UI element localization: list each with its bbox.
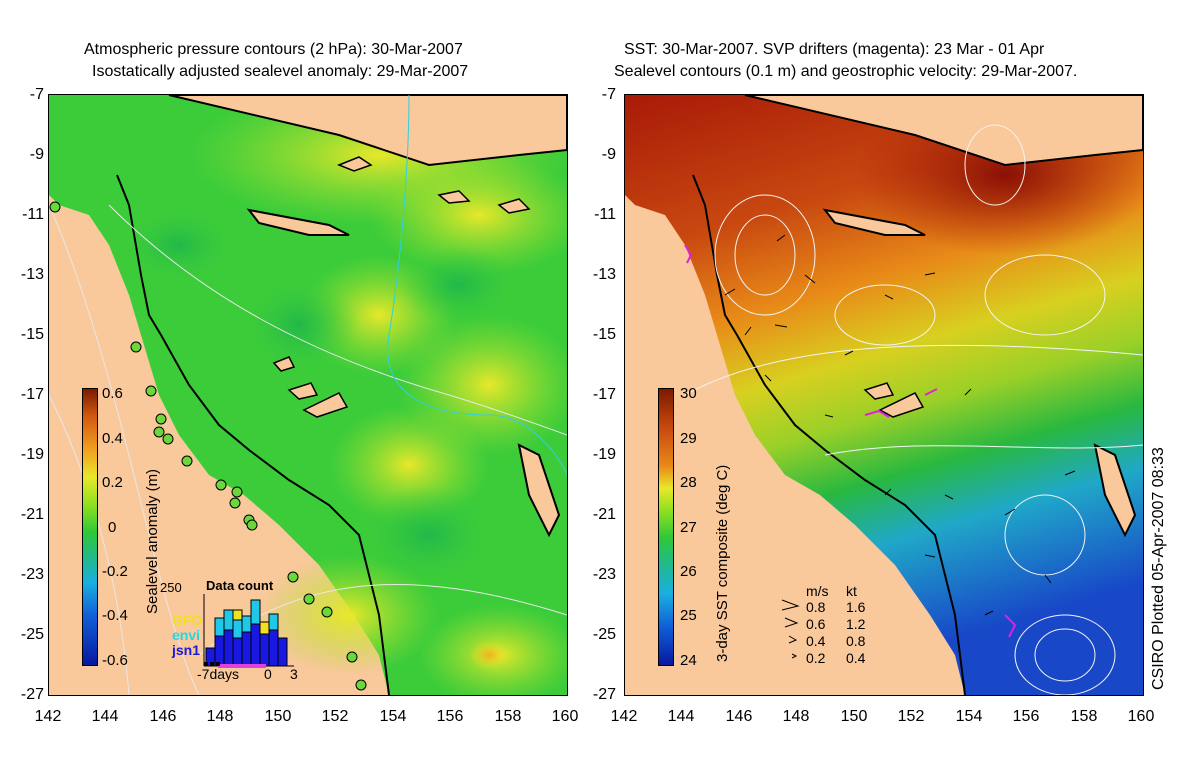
left-y-tick-6: -19	[20, 446, 44, 463]
left-x-tick-4: 150	[264, 708, 292, 725]
velocity-row-2-ms: 0.4	[806, 633, 826, 649]
left-cb-tick-0: 0.6	[102, 385, 123, 402]
left-y-tick-4: -15	[20, 326, 44, 343]
left-cb-tick-4: -0.2	[102, 563, 128, 580]
left-y-tick-3: -13	[20, 266, 44, 283]
velocity-header-ms: m/s	[806, 583, 829, 599]
right-cb-tick-3: 27	[680, 519, 697, 536]
right-colorbar	[658, 388, 674, 666]
inset-title: Data count	[206, 578, 274, 593]
left-y-tick-7: -21	[20, 506, 44, 523]
right-y-tick-0: -7	[601, 86, 616, 103]
left-x-tick-5: 152	[321, 708, 349, 725]
right-x-tick-8: 158	[1070, 708, 1098, 725]
right-y-tick-6: -19	[592, 446, 616, 463]
left-x-tick-8: 158	[494, 708, 522, 725]
right-y-tick-7: -21	[592, 506, 616, 523]
right-x-tick-9: 160	[1127, 708, 1155, 725]
left-x-tick-6: 154	[379, 708, 407, 725]
right-map-graphic	[625, 95, 1143, 695]
inset-y-tick: 250	[160, 580, 182, 595]
left-y-tick-0: -7	[29, 86, 44, 103]
left-cb-tick-3: 0	[108, 519, 117, 536]
right-colorbar-label: 3-day SST composite (deg C)	[714, 464, 731, 662]
right-cb-tick-4: 26	[680, 563, 697, 580]
inset-series-jsn1: jsn1	[172, 642, 201, 658]
right-y-tick-4: -15	[592, 326, 616, 343]
velocity-row-0-kt: 1.6	[846, 599, 866, 615]
left-map-graphic	[49, 95, 567, 695]
left-map-panel	[48, 94, 568, 696]
right-x-tick-4: 150	[840, 708, 868, 725]
left-x-tick-2: 146	[149, 708, 177, 725]
left-cb-tick-6: -0.6	[102, 652, 128, 669]
right-cb-tick-5: 25	[680, 607, 697, 624]
right-x-tick-6: 154	[955, 708, 983, 725]
credit-label: CSIRO Plotted 05-Apr-2007 08:33	[1150, 447, 1167, 690]
right-x-tick-5: 152	[897, 708, 925, 725]
right-y-tick-1: -9	[601, 146, 616, 163]
right-x-tick-3: 148	[782, 708, 810, 725]
right-cb-tick-0: 30	[680, 385, 697, 402]
left-y-tick-8: -23	[20, 566, 44, 583]
left-x-tick-3: 148	[206, 708, 234, 725]
right-x-tick-7: 156	[1012, 708, 1040, 725]
left-x-tick-7: 156	[436, 708, 464, 725]
left-y-tick-1: -9	[29, 146, 44, 163]
left-x-tick-9: 160	[551, 708, 579, 725]
right-cb-tick-1: 29	[680, 430, 697, 447]
right-cb-tick-6: 24	[680, 652, 697, 669]
left-cb-tick-2: 0.2	[102, 474, 123, 491]
right-title-line1: SST: 30-Mar-2007. SVP drifters (magenta)…	[624, 41, 1045, 58]
velocity-row-3-ms: 0.2	[806, 650, 826, 666]
left-cb-tick-1: 0.4	[102, 430, 123, 447]
inset-series-gfo: GFO	[172, 612, 203, 628]
right-x-tick-1: 144	[667, 708, 695, 725]
left-cb-tick-5: -0.4	[102, 607, 128, 624]
right-title-line2: Sealevel contours (0.1 m) and geostrophi…	[614, 63, 1078, 80]
left-colorbar	[82, 388, 98, 666]
left-x-tick-1: 144	[91, 708, 119, 725]
inset-x-tick-end: 3	[290, 666, 298, 682]
left-colorbar-label: Sealevel anomaly (m)	[144, 468, 161, 614]
right-y-tick-5: -17	[592, 386, 616, 403]
velocity-row-3-kt: 0.4	[846, 650, 866, 666]
velocity-row-2-kt: 0.8	[846, 633, 866, 649]
left-y-tick-10: -27	[20, 686, 44, 703]
inset-series-envi: envi	[172, 627, 201, 643]
left-y-tick-2: -11	[22, 206, 44, 223]
velocity-arrow-symbols	[781, 599, 800, 659]
left-title-line1: Atmospheric pressure contours (2 hPa): 3…	[84, 41, 463, 58]
right-y-tick-2: -11	[594, 206, 616, 223]
inset-x-tick-zero: 0	[264, 666, 272, 682]
right-y-tick-9: -25	[592, 626, 616, 643]
left-y-tick-9: -25	[20, 626, 44, 643]
right-x-tick-0: 142	[610, 708, 638, 725]
data-count-inset	[198, 574, 298, 674]
left-y-tick-5: -17	[20, 386, 44, 403]
data-count-bars	[203, 594, 294, 668]
right-map-panel	[624, 94, 1144, 696]
right-y-tick-10: -27	[592, 686, 616, 703]
right-cb-tick-2: 28	[680, 474, 697, 491]
left-title-line2: Isostatically adjusted sealevel anomaly:…	[92, 63, 469, 80]
velocity-row-0-ms: 0.8	[806, 599, 826, 615]
velocity-header-kt: kt	[846, 583, 857, 599]
left-x-tick-0: 142	[34, 708, 62, 725]
velocity-row-1-ms: 0.6	[806, 616, 826, 632]
velocity-row-1-kt: 1.2	[846, 616, 866, 632]
right-x-tick-2: 146	[725, 708, 753, 725]
inset-x-tick-start: -7days	[197, 666, 240, 682]
right-y-tick-8: -23	[592, 566, 616, 583]
right-y-tick-3: -13	[592, 266, 616, 283]
